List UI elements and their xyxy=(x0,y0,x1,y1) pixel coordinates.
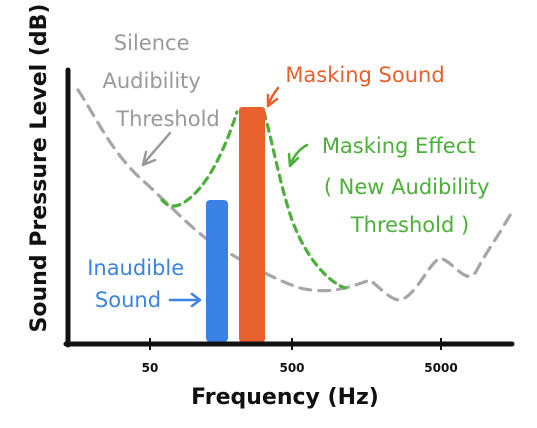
masking-effect-label: Masking Effect ( New Audibility Threshol… xyxy=(322,134,496,237)
masking-effect-line-1: Masking Effect xyxy=(322,134,476,158)
inaudible-sound-label: Inaudible Sound xyxy=(87,256,191,312)
masking-effect-line-3: Threshold ) xyxy=(350,213,469,237)
silence-threshold-line-3: Threshold xyxy=(115,107,220,131)
x-tick-label-5000: 5000 xyxy=(424,361,457,375)
x-tick-label-50: 50 xyxy=(142,361,159,375)
masking-sound-label: Masking Sound xyxy=(285,63,444,87)
silence-threshold-label: Silence Audibility Threshold xyxy=(102,31,219,131)
x-axis-title: Frequency (Hz) xyxy=(191,385,379,410)
masking-effect-line-2: ( New Audibility xyxy=(324,175,490,199)
silence-threshold-line-2: Audibility xyxy=(102,69,200,93)
y-axis-title: Sound Pressure Level (dB) xyxy=(27,4,52,333)
silence-threshold-curve xyxy=(76,88,514,302)
inaudible-sound-line-2: Sound xyxy=(95,288,161,312)
inaudible-sound-line-1: Inaudible xyxy=(87,256,184,280)
inaudible-sound-bar xyxy=(206,200,228,342)
masking-effect-arrow xyxy=(287,143,309,168)
masking-effect-curve xyxy=(160,110,347,290)
masking-sound-arrow xyxy=(266,86,280,108)
masking-sound-bar xyxy=(239,107,265,342)
x-tick-label-500: 500 xyxy=(279,361,304,375)
inaudible-sound-arrow xyxy=(168,292,202,308)
silence-threshold-arrow xyxy=(141,131,172,167)
silence-threshold-line-1: Silence xyxy=(114,31,190,55)
